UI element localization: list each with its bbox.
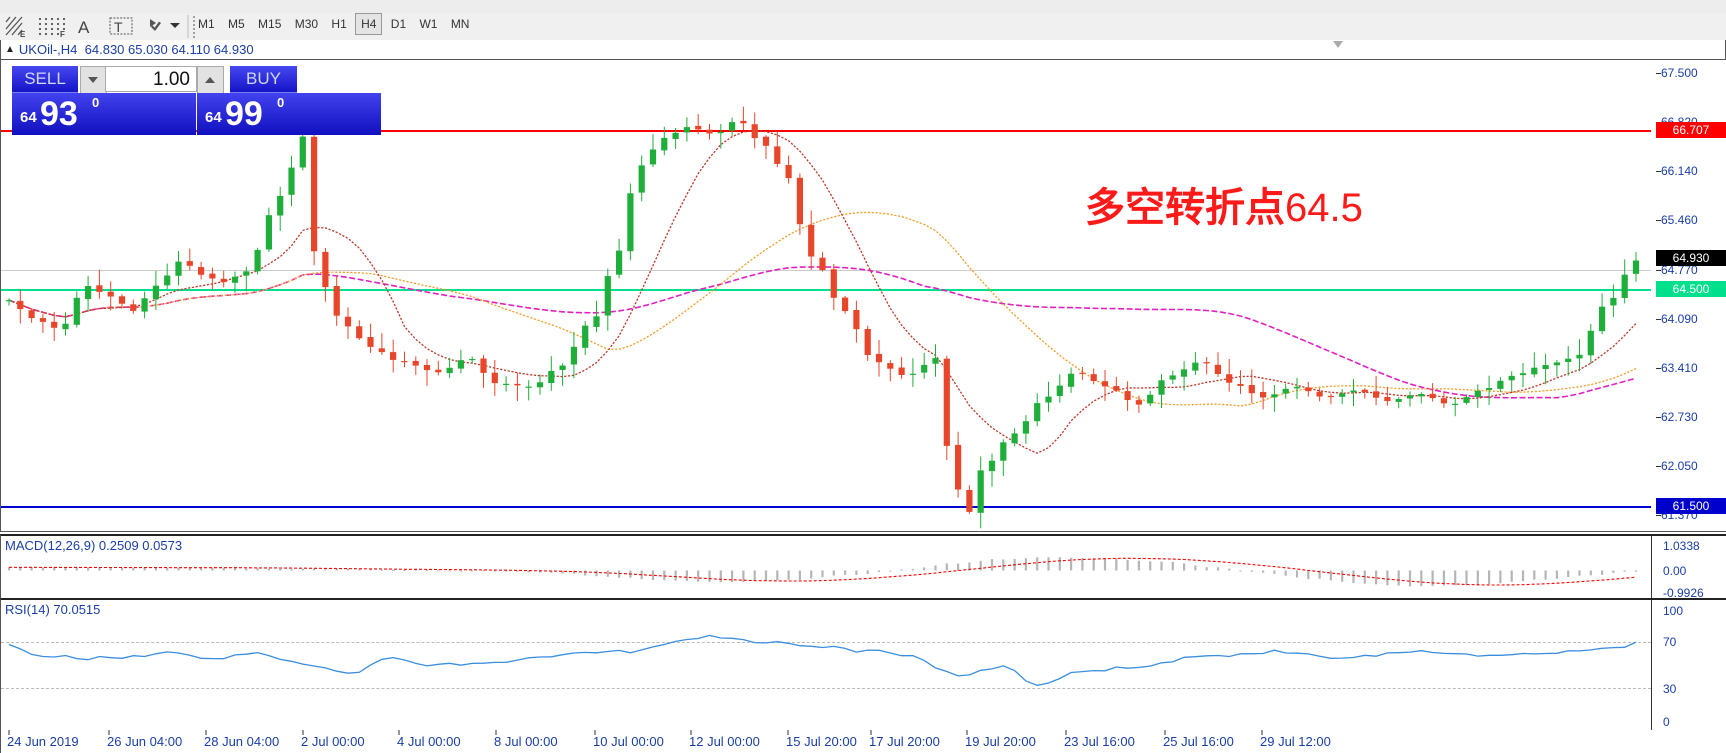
svg-text:A: A (78, 18, 90, 37)
svg-text:E: E (20, 30, 26, 39)
svg-text:T: T (114, 19, 123, 35)
svg-text:F: F (60, 30, 65, 39)
